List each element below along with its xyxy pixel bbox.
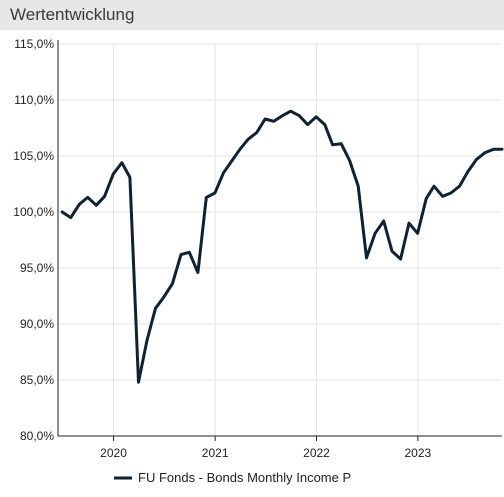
y-tick-label: 105,0% (13, 149, 54, 163)
performance-chart: 80,0% 85,0% 90,0% 95,0% 100,0% 105,0% 110,0% 11… (13, 37, 504, 485)
x-tick-label: 2020 (100, 446, 127, 460)
series-lines (60, 109, 504, 384)
x-tick-label: 2023 (405, 446, 432, 460)
axes (57, 40, 502, 441)
y-tick-label: 85,0% (20, 373, 54, 387)
legend-label: FU Fonds - Bonds Monthly Income P (138, 470, 351, 485)
y-tick-label: 100,0% (13, 205, 54, 219)
x-tick-label: 2021 (202, 446, 229, 460)
y-tick-label: 110,0% (14, 93, 54, 107)
y-tick-label: 115,0% (14, 37, 54, 51)
legend: FU Fonds - Bonds Monthly Income P (114, 470, 351, 485)
panel-title: Wertentwicklung (0, 0, 504, 30)
y-axis-tick-labels: 80,0% 85,0% 90,0% 95,0% 100,0% 105,0% 110,0% 11… (13, 37, 54, 443)
x-tick-label: 2022 (303, 446, 330, 460)
series-line (60, 109, 504, 384)
y-tick-label: 80,0% (20, 429, 54, 443)
x-axis-tick-labels: 2020 2021 2022 2023 (100, 446, 431, 460)
y-tick-label: 95,0% (20, 261, 54, 275)
y-tick-label: 90,0% (20, 317, 54, 331)
grid-lines (58, 43, 502, 436)
